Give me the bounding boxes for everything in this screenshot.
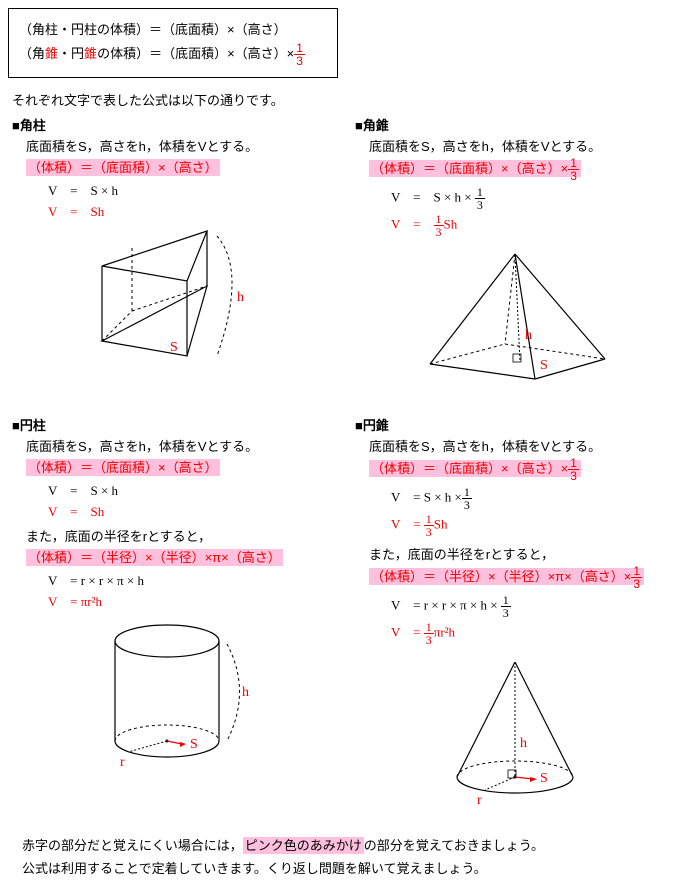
highlight-prism: （体積）＝（底面積）×（高さ）: [26, 157, 331, 176]
footer-line-1: 赤字の部分だと覚えにくい場合には，ピンク色のあみかけの部分を覚えておきましょう。: [22, 835, 674, 854]
title-prism: ■角柱: [12, 115, 331, 134]
eq-cylinder-4: V = πr²h: [48, 591, 331, 610]
eq-prism-2: V = Sh: [48, 201, 331, 220]
spec-prism: 底面積をS，高さをh，体積をVとする。: [26, 136, 331, 155]
title-cylinder: ■円柱: [12, 415, 331, 434]
highlight-cylinder-1: （体積）＝（底面積）×（高さ）: [26, 457, 331, 476]
eq-cone-2: V = 13Sh: [391, 513, 674, 538]
highlight-cone-1: （体積）＝（底面積）×（高さ）×13: [369, 457, 674, 482]
content-grid: ■角柱 底面積をS，高さをh，体積をVとする。 （体積）＝（底面積）×（高さ） …: [8, 113, 674, 823]
figure-cylinder: h S r: [12, 616, 331, 779]
highlight-pyramid: （体積）＝（底面積）×（高さ）×13: [369, 157, 674, 182]
figure-cone: h S r: [355, 652, 674, 815]
label-h: h: [525, 328, 532, 343]
eq-cylinder-2: V = Sh: [48, 501, 331, 520]
label-s: S: [540, 771, 548, 786]
spec-pyramid: 底面積をS，高さをh，体積をVとする。: [369, 136, 674, 155]
section-pyramid: ■角錐 底面積をS，高さをh，体積をVとする。 （体積）＝（底面積）×（高さ）×…: [351, 113, 674, 405]
figure-prism: h S: [12, 226, 331, 379]
title-cone: ■円錐: [355, 415, 674, 434]
label-r: r: [120, 755, 125, 770]
label-s: S: [170, 340, 178, 355]
eq-pyramid-1: V = S × h × 13: [391, 186, 674, 211]
footer-line-2: 公式は利用することで定着していきます。くり返し問題を解いて覚えましょう。: [22, 858, 674, 877]
eq-cone-3: V = r × r × π × h × 13: [391, 594, 674, 619]
section-prism: ■角柱 底面積をS，高さをh，体積をVとする。 （体積）＝（底面積）×（高さ） …: [8, 113, 331, 405]
label-h: h: [242, 685, 249, 700]
section-cylinder: ■円柱 底面積をS，高さをh，体積をVとする。 （体積）＝（底面積）×（高さ） …: [8, 413, 331, 823]
footer: 赤字の部分だと覚えにくい場合には，ピンク色のあみかけの部分を覚えておきましょう。…: [22, 835, 674, 877]
label-s: S: [190, 737, 198, 752]
eq-cylinder-1: V = S × h: [48, 480, 331, 499]
label-s: S: [540, 358, 548, 373]
formula-box: （角柱・円柱の体積）＝（底面積）×（高さ） （角錐・円錐の体積）＝（底面積）×（…: [8, 8, 338, 78]
title-pyramid: ■角錐: [355, 115, 674, 134]
spec-cone: 底面積をS，高さをh，体積をVとする。: [369, 436, 674, 455]
section-cone: ■円錐 底面積をS，高さをh，体積をVとする。 （体積）＝（底面積）×（高さ）×…: [351, 413, 674, 823]
radius-note-cylinder: また，底面の半径をrとすると，: [26, 526, 331, 545]
radius-note-cone: また，底面の半径をrとすると，: [369, 544, 674, 563]
label-r: r: [477, 793, 482, 808]
spec-cylinder: 底面積をS，高さをh，体積をVとする。: [26, 436, 331, 455]
figure-pyramid: h S: [355, 244, 674, 397]
eq-prism-1: V = S × h: [48, 180, 331, 199]
label-h: h: [520, 736, 527, 751]
formula-pyramid-cone: （角錐・円錐の体積）＝（底面積）×（高さ）×13: [19, 42, 327, 67]
eq-cone-1: V = S × h ×13: [391, 486, 674, 511]
formula-prism-cylinder: （角柱・円柱の体積）＝（底面積）×（高さ）: [19, 19, 327, 38]
highlight-cone-2: （体積）＝（半径）×（半径）×π×（高さ）×13: [369, 565, 674, 590]
intro-text: それぞれ文字で表した公式は以下の通りです。: [12, 90, 674, 109]
eq-cone-4: V = 13πr²h: [391, 621, 674, 646]
eq-pyramid-2: V = 13Sh: [391, 213, 674, 238]
eq-cylinder-3: V = r × r × π × h: [48, 570, 331, 589]
label-h: h: [237, 290, 244, 305]
highlight-cylinder-2: （体積）＝（半径）×（半径）×π×（高さ）: [26, 547, 331, 566]
